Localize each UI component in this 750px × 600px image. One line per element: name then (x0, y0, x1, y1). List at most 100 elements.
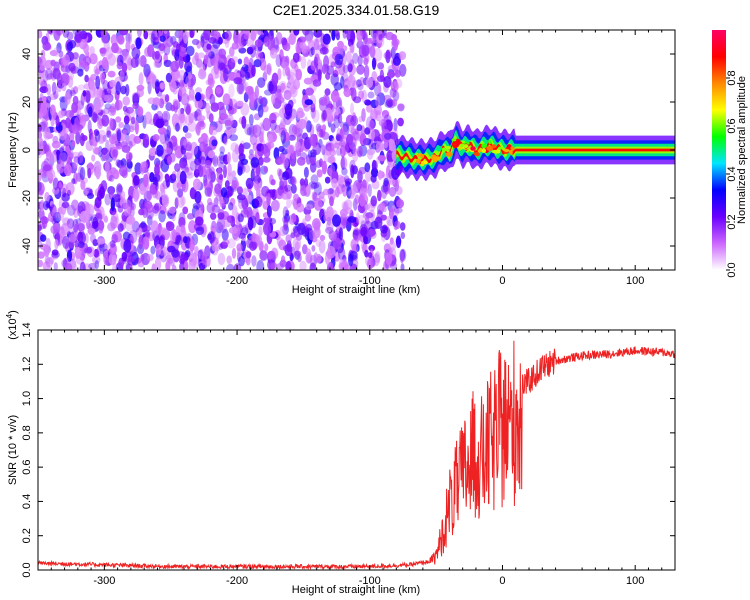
noise-speckle (189, 239, 195, 252)
noise-speckle (251, 64, 256, 77)
noise-speckle (341, 52, 347, 66)
noise-speckle (257, 77, 266, 88)
noise-speckle (351, 131, 360, 141)
noise-speckle (84, 74, 89, 83)
noise-speckle (362, 138, 372, 146)
noise-speckle (305, 34, 313, 44)
noise-speckle (150, 245, 156, 255)
noise-speckle (97, 189, 103, 202)
noise-speckle (132, 188, 140, 202)
noise-speckle (212, 155, 219, 167)
noise-speckle (208, 113, 214, 123)
noise-speckle (73, 157, 79, 169)
noise-speckle (347, 62, 352, 72)
noise-speckle (304, 99, 313, 106)
noise-speckle (103, 215, 109, 223)
noise-speckle (367, 183, 372, 197)
noise-speckle (258, 226, 263, 237)
noise-speckle (51, 81, 57, 95)
noise-speckle (267, 80, 274, 92)
noise-speckle (79, 210, 89, 223)
noise-speckle (95, 75, 101, 90)
noise-speckle (51, 108, 57, 121)
noise-speckle (274, 90, 282, 103)
noise-speckle (117, 223, 124, 232)
noise-speckle (281, 255, 286, 265)
noise-speckle (191, 38, 200, 46)
spectrogram-y-axis-title: Frequency (Hz) (7, 112, 19, 188)
trace-hotspot (473, 151, 480, 157)
noise-speckle (57, 210, 65, 221)
noise-speckle (275, 263, 285, 270)
noise-speckle (365, 255, 372, 267)
noise-speckle (395, 235, 402, 249)
noise-speckle (217, 217, 225, 231)
noise-speckle (267, 141, 275, 149)
noise-speckle (284, 167, 293, 179)
noise-speckle (341, 167, 348, 176)
noise-speckle (97, 98, 104, 108)
noise-speckle (180, 145, 187, 155)
noise-speckle (102, 79, 109, 91)
noise-speckle (344, 263, 350, 270)
noise-speckle (386, 171, 392, 178)
noise-speckle (186, 141, 192, 152)
noise-speckle (154, 149, 164, 156)
noise-speckle (143, 225, 151, 232)
noise-speckle (216, 155, 221, 167)
noise-speckle (137, 106, 144, 117)
noise-speckle (372, 253, 380, 267)
noise-speckle (243, 91, 249, 103)
noise-speckle (354, 194, 360, 205)
noise-speckle (266, 62, 272, 76)
y-tick-label: 1.4 (21, 322, 33, 337)
noise-speckle (348, 253, 354, 267)
noise-speckle (87, 119, 92, 134)
noise-speckle (244, 123, 252, 136)
noise-speckle (258, 95, 264, 105)
noise-speckle (167, 257, 174, 265)
noise-speckle (102, 134, 107, 142)
noise-speckle (41, 96, 47, 104)
noise-speckle (131, 92, 141, 102)
noise-speckle (388, 207, 394, 220)
noise-speckle (147, 73, 157, 84)
noise-speckle (113, 216, 120, 228)
noise-speckle (103, 252, 109, 266)
noise-speckle (397, 103, 405, 110)
noise-speckle (220, 199, 226, 207)
noise-speckle (54, 239, 59, 250)
noise-speckle (108, 174, 115, 182)
noise-speckle (60, 64, 69, 73)
noise-speckle (266, 192, 271, 207)
noise-speckle (213, 197, 219, 208)
noise-speckle (125, 84, 130, 97)
noise-speckle (340, 156, 345, 171)
y-tick-label: -20 (21, 190, 33, 206)
noise-speckle (38, 259, 44, 268)
noise-speckle (267, 250, 277, 262)
noise-speckle (379, 202, 386, 212)
noise-speckle (254, 196, 263, 208)
noise-speckle (368, 229, 377, 237)
noise-speckle (38, 180, 42, 192)
noise-speckle (125, 33, 131, 43)
noise-speckle (62, 235, 70, 249)
noise-speckle (152, 134, 160, 142)
noise-speckle (329, 196, 334, 207)
noise-speckle (385, 252, 393, 266)
noise-speckle (378, 119, 387, 127)
noise-speckle (112, 262, 118, 270)
noise-speckle (242, 142, 251, 150)
noise-speckle (290, 184, 297, 194)
noise-speckle (170, 60, 180, 73)
noise-speckle (353, 96, 362, 104)
noise-speckle (111, 233, 118, 244)
noise-speckle (237, 162, 246, 175)
noise-speckle (236, 82, 245, 95)
noise-speckle (163, 112, 168, 121)
noise-speckle (74, 240, 79, 249)
noise-speckle (283, 184, 292, 192)
noise-speckle (223, 215, 233, 227)
